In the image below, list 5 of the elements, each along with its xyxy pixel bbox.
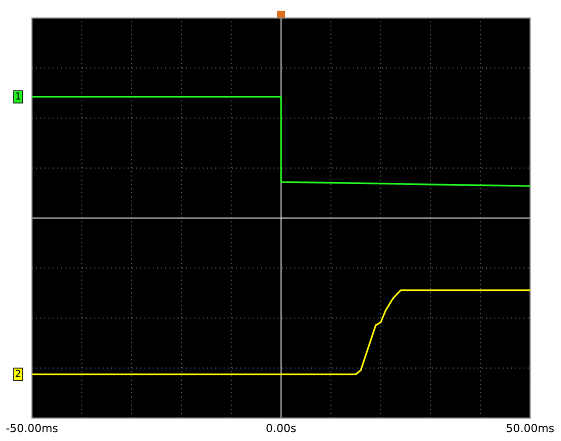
x-tick-label: -50.00ms [6,424,58,432]
series-label: 1 [16,92,20,100]
x-tick-label: 0.00s [266,424,296,432]
series-label: 2 [16,370,20,377]
x-tick-label: 50.00ms [506,424,554,432]
